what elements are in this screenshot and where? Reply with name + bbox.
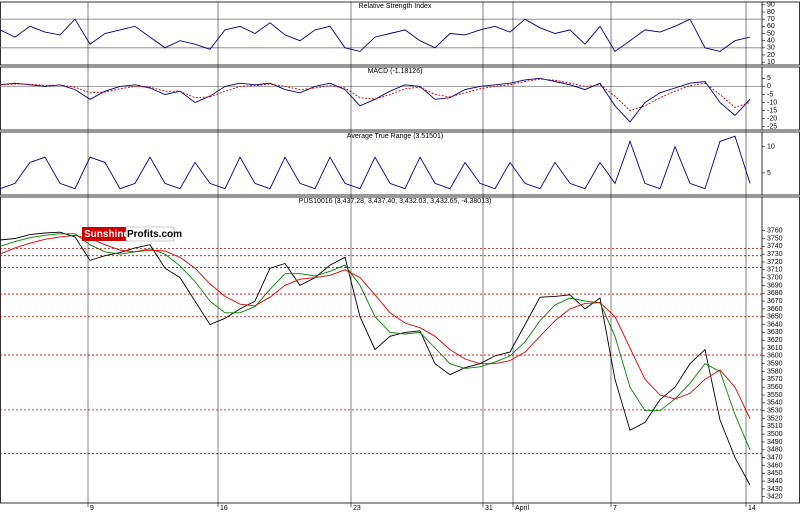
y-tick-label: 3660 [767, 306, 783, 313]
series-line [0, 77, 751, 123]
x-tick-label: April [515, 505, 529, 512]
y-tick-label: 3650 [767, 314, 783, 321]
series-line [0, 18, 751, 53]
y-tick-label: 30 [767, 45, 775, 52]
y-tick-label: 3550 [767, 392, 783, 399]
logo-text: Profits.com [127, 229, 182, 240]
y-tick-label: 3570 [767, 376, 783, 383]
series-line [0, 135, 751, 190]
y-tick-label: 3590 [767, 361, 783, 368]
y-tick-label: 3500 [767, 431, 783, 438]
y-tick-label: 80 [767, 9, 775, 16]
y-tick-label: 3450 [767, 470, 783, 477]
y-tick-label: 3440 [767, 478, 783, 485]
series-line [0, 78, 751, 112]
y-tick-label: 3430 [767, 486, 783, 493]
panel-title: MACD (-1.18126) [368, 68, 423, 75]
y-tick-label: 3640 [767, 321, 783, 328]
panel-title: Relative Strength Index [359, 3, 432, 10]
x-tick-label: 7 [613, 505, 617, 512]
logo-box [82, 227, 126, 241]
y-tick-label: 3670 [767, 298, 783, 305]
y-tick-label: 10 [767, 59, 775, 66]
y-tick-label: 3700 [767, 274, 783, 281]
y-tick-label: 60 [767, 23, 775, 30]
y-tick-label: 5 [767, 75, 771, 82]
y-tick-label: 3730 [767, 251, 783, 258]
y-tick-label: 3560 [767, 384, 783, 391]
x-tick-label: 9 [90, 505, 94, 512]
y-tick-label: 3530 [767, 407, 783, 414]
y-tick-label: 3540 [767, 400, 783, 407]
y-tick-label: -25 [767, 124, 777, 131]
y-tick-label: 3520 [767, 415, 783, 422]
y-tick-label: 50 [767, 30, 775, 37]
y-tick-label: 20 [767, 52, 775, 59]
y-tick-label: 0 [767, 83, 771, 90]
y-tick-label: 5 [767, 170, 771, 177]
y-tick-label: 3620 [767, 337, 783, 344]
y-tick-label: -20 [767, 116, 777, 123]
y-tick-label: 3580 [767, 368, 783, 375]
y-tick-label: 40 [767, 38, 775, 45]
y-tick-label: 3680 [767, 290, 783, 297]
x-tick-label: 23 [353, 505, 361, 512]
y-tick-label: 3720 [767, 259, 783, 266]
y-tick-label: 3510 [767, 423, 783, 430]
y-tick-label: 3630 [767, 329, 783, 336]
panel-title: PUS10016 (3,437.28, 3,437.40, 3,432.03, … [299, 198, 492, 205]
y-tick-label: -5 [767, 91, 773, 98]
y-tick-label: 3420 [767, 494, 783, 501]
logo-box [125, 226, 175, 242]
y-tick-label: 3750 [767, 235, 783, 242]
logo: Sunshine Profits.com [82, 226, 182, 242]
y-tick-label: 3470 [767, 454, 783, 461]
series-line [0, 233, 751, 450]
y-tick-label: 3760 [767, 227, 783, 234]
y-tick-label: -15 [767, 107, 777, 114]
y-tick-label: 3740 [767, 243, 783, 250]
y-tick-label: 3610 [767, 345, 783, 352]
y-tick-label: 90 [767, 2, 775, 9]
y-tick-label: 3480 [767, 447, 783, 454]
y-tick-label: 3460 [767, 462, 783, 469]
y-tick-label: 3490 [767, 439, 783, 446]
x-tick-label: 16 [220, 505, 228, 512]
y-tick-label: 70 [767, 16, 775, 23]
y-tick-label: 10 [767, 144, 775, 151]
x-tick-label: 14 [748, 505, 756, 512]
y-tick-label: 3600 [767, 353, 783, 360]
series-line [0, 234, 751, 419]
y-tick-label: 3710 [767, 267, 783, 274]
logo-text: Sunshine [84, 229, 129, 240]
y-tick-label: -10 [767, 99, 777, 106]
x-tick-label: 31 [485, 505, 493, 512]
panel-title: Average True Range (3.51501) [347, 133, 443, 140]
y-tick-label: 3690 [767, 282, 783, 289]
